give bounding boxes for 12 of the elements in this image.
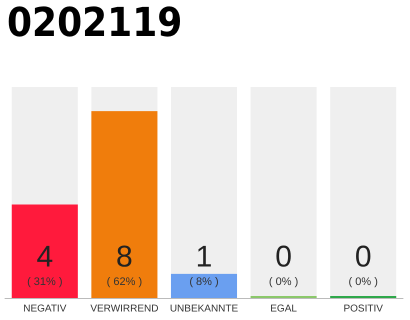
x-tick-label: UNBEKANNTE — [170, 304, 238, 314]
x-tick-label: POSITIV — [343, 304, 384, 314]
bar — [170, 274, 238, 298]
data-label: 1 ( 8% ) — [189, 240, 219, 288]
data-label: 4 ( 31% ) — [27, 240, 63, 288]
chart-title: 0202119 — [7, 0, 182, 46]
x-tick-label: NEGATIV — [23, 304, 67, 314]
x-tick-label: VERWIRREND — [90, 304, 158, 314]
data-label: 8 ( 62% ) — [106, 240, 142, 288]
data-label: 0 ( 0% ) — [268, 240, 298, 288]
data-label: 0 ( 0% ) — [348, 240, 378, 288]
x-tick-label: EGAL — [270, 304, 298, 314]
